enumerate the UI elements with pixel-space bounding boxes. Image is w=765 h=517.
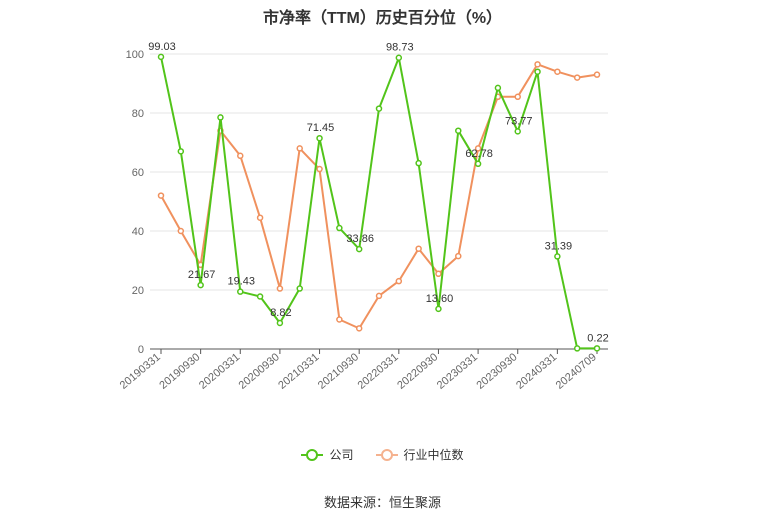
y-tick-label: 80 bbox=[132, 108, 144, 120]
data-point-industry bbox=[256, 214, 264, 221]
data-point-company bbox=[217, 114, 224, 121]
data-point-industry bbox=[573, 74, 581, 81]
data-label: 99.03 bbox=[148, 41, 176, 53]
data-point-company bbox=[395, 54, 403, 61]
data-point-industry bbox=[415, 245, 422, 252]
data-label: 98.73 bbox=[386, 42, 414, 54]
data-point-industry bbox=[296, 145, 303, 152]
data-point-industry bbox=[554, 68, 561, 75]
y-tick-label: 100 bbox=[126, 49, 144, 61]
data-point-industry bbox=[237, 152, 244, 160]
legend-item-industry[interactable]: 行业中位数 bbox=[375, 446, 464, 463]
data-point-industry bbox=[593, 71, 601, 78]
x-tick-label: 20190930 bbox=[157, 351, 202, 392]
legend-label-company: 公司 bbox=[329, 448, 354, 462]
chart-title: 市净率（TTM）历史百分位（%） bbox=[262, 10, 503, 27]
data-point-company bbox=[435, 305, 442, 313]
data-label: 19.43 bbox=[228, 276, 256, 288]
x-tick-label: 20240709 bbox=[554, 351, 599, 392]
data-point-company bbox=[276, 319, 284, 327]
data-point-industry bbox=[157, 192, 165, 199]
data-label: 0.22 bbox=[587, 332, 608, 344]
axis-layer: 0 20 40 60 80 100 2019033120190930202003312020… bbox=[118, 49, 599, 392]
data-point-company bbox=[494, 84, 502, 92]
legend-swatch-company bbox=[301, 448, 324, 461]
legend-swatch-industry bbox=[375, 448, 398, 461]
legend-label-industry: 行业中位数 bbox=[403, 448, 464, 462]
data-point-company bbox=[514, 128, 521, 135]
x-tick-label: 20220930 bbox=[395, 351, 440, 392]
data-point-company bbox=[415, 159, 422, 167]
data-point-industry bbox=[435, 270, 442, 278]
data-point-company bbox=[455, 127, 462, 134]
y-tick-label: 20 bbox=[132, 285, 144, 297]
series-layer bbox=[157, 53, 601, 352]
x-tick-label: 20210930 bbox=[316, 351, 361, 392]
data-point-company bbox=[316, 134, 323, 142]
grid-layer bbox=[150, 53, 608, 350]
data-point-company bbox=[296, 285, 303, 292]
data-label: 31.39 bbox=[545, 240, 573, 252]
x-tick-label: 20230930 bbox=[474, 351, 519, 392]
y-tick-label: 60 bbox=[132, 167, 144, 179]
legend-item-company[interactable]: 公司 bbox=[301, 446, 354, 463]
data-point-industry bbox=[177, 227, 185, 235]
data-point-industry bbox=[474, 145, 482, 152]
data-point-company bbox=[474, 160, 482, 168]
y-tick-label: 40 bbox=[132, 226, 144, 238]
data-point-company bbox=[177, 148, 185, 155]
x-tick-label: 20190331 bbox=[118, 351, 163, 392]
data-label: 62.78 bbox=[465, 148, 493, 160]
data-label: 73.77 bbox=[505, 115, 533, 127]
data-point-company bbox=[197, 281, 204, 289]
data-point-industry bbox=[395, 277, 403, 285]
data-label: 13.60 bbox=[426, 293, 454, 305]
data-point-company bbox=[573, 345, 581, 352]
data-label: 33.86 bbox=[346, 233, 374, 245]
x-tick-label: 20220331 bbox=[356, 351, 401, 392]
x-tick-label: 20200331 bbox=[197, 351, 242, 392]
data-point-company bbox=[237, 288, 244, 295]
data-point-industry bbox=[336, 316, 343, 323]
x-tick-label: 20230331 bbox=[435, 351, 480, 392]
data-point-company bbox=[375, 105, 383, 112]
data-point-industry bbox=[514, 93, 521, 101]
data-point-company bbox=[157, 53, 165, 61]
data-label: 21.67 bbox=[188, 269, 216, 281]
series-line-company bbox=[160, 56, 597, 350]
data-point-industry bbox=[316, 165, 323, 173]
label-layer: 99.03 21.67 19.43 8.82 71.45 33.86 98.73 13.60 6… bbox=[148, 41, 608, 344]
data-point-industry bbox=[276, 285, 284, 292]
x-tick-label: 20210331 bbox=[276, 351, 321, 392]
data-point-company bbox=[554, 253, 561, 260]
legend: 公司 行业中位数 bbox=[0, 446, 765, 463]
y-tick-label: 0 bbox=[138, 344, 144, 356]
series-line-industry bbox=[160, 63, 598, 330]
data-point-industry bbox=[455, 252, 462, 260]
data-point-industry bbox=[355, 325, 363, 332]
data-point-industry bbox=[375, 292, 383, 300]
x-tick-label: 20240331 bbox=[514, 351, 559, 392]
data-point-company bbox=[256, 293, 264, 300]
data-label: 8.82 bbox=[270, 307, 291, 319]
data-point-company bbox=[355, 245, 363, 253]
data-point-company bbox=[336, 224, 343, 232]
data-label: 71.45 bbox=[307, 122, 335, 134]
data-point-company bbox=[534, 68, 541, 75]
data-point-company bbox=[593, 345, 601, 352]
data-source: 数据来源：恒生聚源 bbox=[323, 495, 441, 510]
x-tick-label: 20200930 bbox=[237, 351, 282, 392]
data-point-industry bbox=[534, 61, 541, 68]
